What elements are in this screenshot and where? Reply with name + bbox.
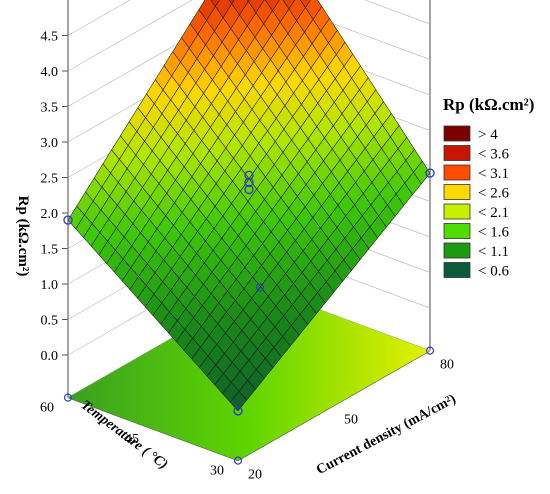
design-point — [244, 184, 254, 195]
tick-labels: 0.0 0.5 1.0 1.5 2.0 2.5 3.0 3.5 4.0 4.5 30 45 60 20 50… — [40, 30, 454, 483]
legend-label: < 1.6 — [478, 225, 509, 241]
legend-swatch — [443, 262, 471, 278]
legend-swatch — [443, 223, 471, 239]
z-tick-label: 0.0 — [41, 349, 59, 364]
legend-label: < 2.6 — [478, 186, 509, 202]
design-point-floor — [233, 456, 243, 465]
response-surface — [67, 0, 431, 412]
y-tick-label: 45 — [125, 432, 139, 447]
legend-title: Rp (kΩ.cm²) — [443, 95, 534, 114]
legend-swatch — [443, 203, 471, 220]
legend-label: < 1.1 — [478, 244, 509, 260]
legend-label: < 3.6 — [478, 147, 509, 163]
legend-swatch — [443, 125, 471, 142]
legend-swatch — [443, 145, 471, 161]
legend-label: < 2.1 — [478, 205, 509, 221]
z-axis-label: Rp (kΩ.cm²) — [15, 196, 31, 277]
legend-label: < 0.6 — [478, 264, 509, 280]
legend-swatch — [443, 184, 471, 200]
design-points — [63, 168, 435, 465]
design-point — [425, 168, 435, 178]
z-tick-label: 2.0 — [41, 207, 59, 222]
z-tick-label: 3.0 — [41, 136, 59, 151]
legend: Rp (kΩ.cm²) > 4 < 3.6 < 3.1 < 2.6 < 2.1 < 1.6… — [443, 95, 534, 280]
z-tick-label: 3.5 — [41, 101, 59, 116]
z-gridline — [67, 0, 131, 36]
legend-swatch — [443, 164, 471, 181]
legend-label: < 3.1 — [478, 166, 509, 182]
design-point — [233, 406, 243, 416]
design-point-floor — [255, 283, 265, 292]
legend-swatch — [443, 242, 471, 259]
surface-cell — [229, 390, 248, 412]
z-gridline — [364, 0, 431, 25]
z-tick-label: 1.5 — [41, 243, 59, 258]
z-tick-label: 4.5 — [41, 30, 59, 45]
x-tick-label: 20 — [248, 468, 262, 483]
z-gridline — [67, 0, 193, 72]
z-tick-label: 2.5 — [41, 172, 59, 187]
surface-cell — [210, 0, 220, 7]
surface-cell — [300, 0, 311, 9]
z-tick-label: 4.0 — [41, 65, 59, 80]
design-point-floor — [63, 393, 73, 402]
surface-cell — [228, 0, 235, 5]
design-point — [244, 170, 254, 181]
z-tick-label: 1.0 — [41, 278, 59, 293]
x-tick-label: 80 — [440, 358, 454, 373]
design-point-floor — [425, 346, 435, 355]
y-tick-label: 30 — [210, 464, 224, 479]
design-point — [244, 177, 254, 188]
y-tick-label: 60 — [40, 401, 54, 416]
design-point — [63, 215, 73, 225]
z-tick-label: 0.5 — [41, 314, 59, 329]
x-tick-label: 50 — [344, 413, 358, 428]
legend-label: > 4 — [478, 127, 498, 143]
